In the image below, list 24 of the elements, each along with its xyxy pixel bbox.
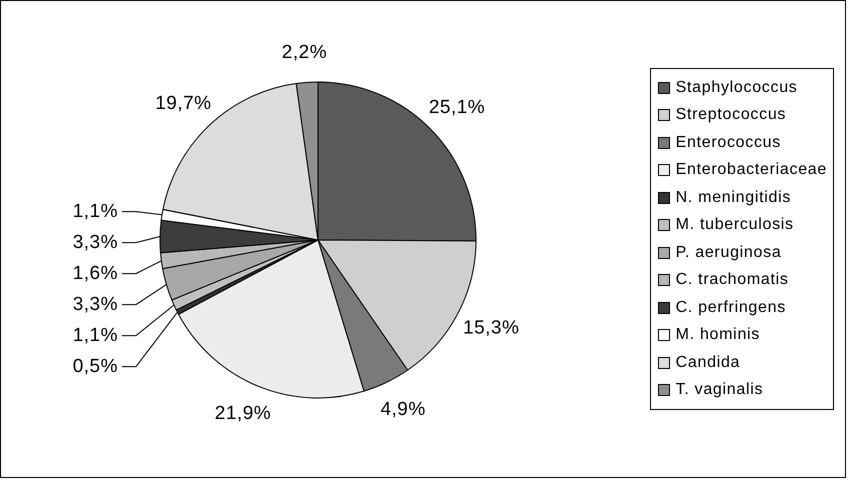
legend-label: N. meningitidis (676, 188, 792, 207)
data-label: 21,9% (214, 403, 272, 424)
legend-label: M. hominis (676, 326, 760, 344)
data-label: 0,5% (72, 356, 118, 378)
legend-label: Staphylococcus (676, 78, 798, 97)
data-label: 3,3% (72, 232, 118, 254)
legend-label: C. perfringens (676, 298, 786, 317)
legend-label: M. tuberculosis (676, 216, 794, 234)
data-label: 1,6% (72, 263, 118, 284)
data-label: 2,2% (282, 42, 328, 63)
legend-label: P. aeruginosa (676, 244, 782, 262)
legend-label: Streptococcus (676, 106, 786, 124)
data-label: 25,1% (428, 96, 486, 118)
legend-label: Enterobacteriaceae (676, 161, 827, 180)
legend-label: T. vaginalis (676, 381, 764, 400)
data-label: 4,9% (380, 398, 426, 420)
data-label: 15,3% (463, 317, 520, 338)
legend-label: Candida (676, 354, 740, 372)
legend-label: C. trachomatis (676, 271, 789, 290)
data-label: 19,7% (155, 92, 212, 114)
data-label: 1,1% (72, 325, 118, 346)
legend-label: Enterococcus (676, 134, 781, 152)
data-label: 1,1% (72, 201, 118, 222)
data-label: 3,3% (72, 294, 118, 316)
